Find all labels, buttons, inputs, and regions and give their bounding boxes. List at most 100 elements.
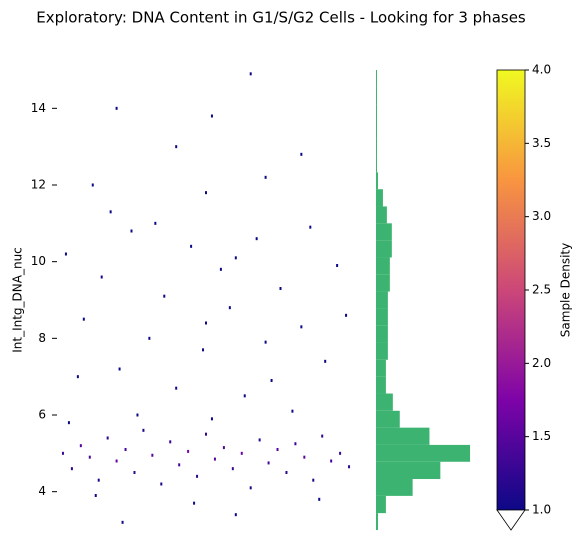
histogram-bar	[376, 393, 393, 411]
histogram-bar	[376, 359, 386, 377]
point	[255, 237, 258, 241]
histogram-bar	[376, 240, 392, 258]
point	[190, 244, 193, 248]
point	[324, 359, 327, 363]
point	[97, 478, 100, 482]
point	[118, 367, 121, 371]
point	[213, 457, 216, 461]
histogram-bar	[376, 70, 377, 87]
histogram-bar	[376, 308, 388, 326]
point	[330, 459, 333, 463]
histogram-bar	[376, 155, 377, 173]
point	[151, 453, 154, 457]
point	[291, 409, 294, 413]
point	[196, 474, 199, 478]
histogram-bar	[376, 427, 430, 445]
histogram-bar	[376, 86, 377, 105]
point	[285, 471, 288, 474]
histogram-bar	[376, 104, 377, 121]
point	[264, 340, 267, 344]
histogram-bar	[376, 479, 413, 496]
histogram-bar	[376, 291, 388, 309]
colorbar-tick-label: 4.0	[532, 63, 551, 77]
point	[79, 444, 82, 448]
point	[205, 321, 207, 325]
point	[276, 448, 279, 451]
histogram-bar	[376, 138, 377, 156]
colorbar-tick-label: 3.0	[532, 209, 551, 223]
point	[234, 256, 237, 260]
histogram-bar	[376, 461, 441, 480]
point	[202, 348, 205, 352]
point	[300, 152, 303, 156]
histogram-bar	[376, 495, 386, 514]
histogram-bar	[376, 444, 471, 462]
histogram-bar	[376, 410, 400, 428]
histogram-bar	[376, 342, 388, 360]
point	[88, 455, 91, 459]
point	[205, 191, 207, 195]
point	[91, 183, 94, 187]
point	[234, 513, 237, 517]
histogram-bar	[376, 189, 383, 207]
point	[228, 306, 231, 310]
point	[249, 486, 252, 490]
histogram-bar	[376, 274, 390, 292]
point	[187, 449, 190, 453]
point	[76, 375, 79, 379]
colorbar-extend	[496, 509, 526, 531]
point	[243, 394, 246, 398]
point	[109, 210, 112, 214]
y-tick-label: 8	[38, 331, 46, 345]
histogram-bar	[376, 257, 390, 275]
point	[270, 379, 273, 382]
point	[130, 229, 133, 233]
colorbar-tick-label: 1.0	[532, 503, 551, 517]
point	[222, 446, 225, 450]
y-tick-label: 12	[31, 178, 46, 192]
point	[210, 417, 213, 421]
histogram-bar	[376, 325, 388, 343]
point	[345, 313, 348, 317]
colorbar-tick-label: 1.5	[532, 429, 551, 443]
colorbar	[496, 69, 526, 511]
y-tick-label: 14	[31, 101, 46, 115]
point	[249, 72, 252, 76]
point	[318, 497, 321, 501]
point	[312, 478, 315, 482]
y-tick-label: 6	[38, 408, 46, 422]
point	[178, 463, 181, 467]
point	[240, 451, 243, 455]
point	[175, 386, 178, 390]
point	[205, 432, 207, 436]
y-axis-label: Int_Intg_DNA_nuc	[11, 247, 25, 353]
point	[193, 501, 196, 505]
point	[175, 145, 178, 149]
point	[82, 317, 85, 321]
point	[348, 465, 351, 469]
point	[210, 114, 213, 118]
colorbar-tick-label: 2.0	[532, 356, 551, 370]
point	[160, 482, 163, 486]
point	[169, 440, 172, 444]
y-tick-label: 4	[38, 484, 46, 498]
y-tick-label: 10	[31, 254, 46, 268]
point	[294, 442, 297, 446]
histogram-bar	[376, 172, 378, 190]
point	[231, 467, 234, 471]
point	[303, 455, 306, 459]
point	[70, 467, 73, 471]
point	[264, 175, 267, 179]
point	[267, 461, 270, 465]
point	[115, 459, 118, 463]
point	[136, 413, 139, 417]
point	[115, 106, 118, 110]
point	[154, 221, 157, 225]
point	[64, 252, 67, 256]
point	[124, 448, 127, 451]
point	[258, 438, 261, 442]
point	[61, 451, 64, 455]
histogram-bar	[376, 513, 378, 530]
point	[300, 325, 303, 329]
